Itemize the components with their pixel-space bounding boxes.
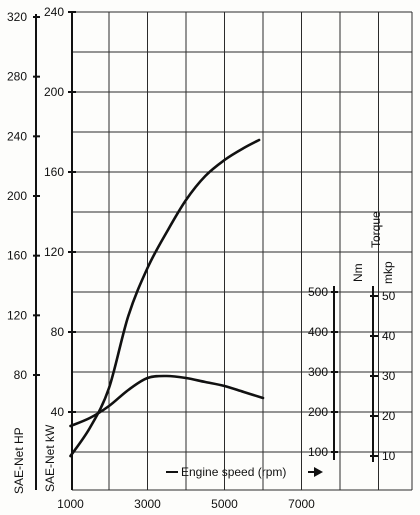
x-tick-label: 3000: [134, 497, 161, 511]
labels: 80 120 160 200 240 280 320 SAE-Net HP 40 80 120 160…: [7, 5, 396, 511]
nm-tick-label: 500: [308, 285, 328, 299]
kw-tick-label: 240: [44, 5, 64, 19]
x-tick-label: 5000: [211, 497, 238, 511]
grid: [72, 11, 413, 491]
series-power-line: [69, 138, 261, 458]
hp-tick-label: 320: [7, 10, 27, 24]
x-arrow-head: [314, 467, 323, 477]
hp-tick-label: 80: [14, 368, 28, 382]
kw-tick-label: 160: [44, 165, 64, 179]
x-tick-label: 7000: [288, 497, 315, 511]
x-tick-label: 1000: [57, 497, 84, 511]
kw-tick-label: 120: [44, 245, 64, 259]
kw-tick-label: 40: [51, 405, 65, 419]
mkp-axis-title: mkp: [381, 261, 395, 284]
kw-axis-title: SAE-Net kW: [43, 424, 57, 492]
mkp-tick-label: 30: [382, 369, 396, 383]
mkp-tick-label: 10: [382, 449, 396, 463]
nm-tick-label: 300: [308, 365, 328, 379]
kw-tick-label: 200: [44, 85, 64, 99]
axes: [33, 11, 378, 490]
hp-tick-label: 200: [7, 189, 27, 203]
nm-tick-label: 100: [308, 445, 328, 459]
mkp-tick-label: 50: [382, 289, 396, 303]
torque-title: Torque: [369, 211, 383, 248]
hp-tick-label: 280: [7, 70, 27, 84]
series-torque-line: [69, 374, 265, 428]
nm-axis-title: Nm: [351, 263, 365, 282]
hp-tick-label: 240: [7, 129, 27, 143]
kw-tick-label: 80: [51, 325, 65, 339]
curves: [69, 138, 265, 458]
hp-axis-title: SAE-Net HP: [12, 427, 26, 494]
mkp-tick-label: 40: [382, 329, 396, 343]
mkp-tick-label: 20: [382, 409, 396, 423]
nm-tick-label: 200: [308, 405, 328, 419]
hp-tick-label: 160: [7, 249, 27, 263]
x-axis-title: Engine speed (rpm): [181, 465, 286, 479]
hp-tick-label: 120: [7, 308, 27, 322]
nm-tick-label: 400: [308, 325, 328, 339]
